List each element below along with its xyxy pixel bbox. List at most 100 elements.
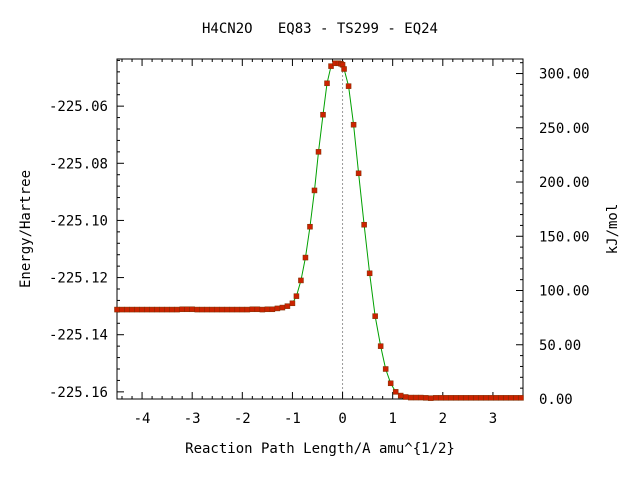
data-point xyxy=(366,270,373,277)
data-point xyxy=(219,306,226,313)
data-point xyxy=(320,111,326,118)
y-tick-label: -225.12 xyxy=(49,271,108,287)
data-point xyxy=(302,254,309,261)
data-point xyxy=(139,306,145,313)
data-point xyxy=(438,395,444,401)
data-point xyxy=(274,305,281,312)
data-point xyxy=(473,395,479,401)
data-point xyxy=(428,395,434,401)
data-point xyxy=(412,394,419,401)
data-point xyxy=(513,395,519,401)
data-point xyxy=(279,304,286,311)
data-point xyxy=(144,306,150,313)
data-point xyxy=(397,392,404,399)
data-point xyxy=(417,394,424,401)
x-tick-label: -4 xyxy=(134,411,151,427)
y-tick-label: -225.14 xyxy=(49,328,108,344)
data-point xyxy=(518,395,524,401)
data-point xyxy=(463,395,469,401)
data-point xyxy=(224,306,231,313)
data-point xyxy=(254,306,261,313)
chart-title: H4CN2O EQ83 - TS299 - EQ24 xyxy=(202,21,438,37)
data-point xyxy=(169,306,175,313)
data-point xyxy=(423,395,429,401)
data-point xyxy=(164,306,170,313)
plot-frame xyxy=(116,58,524,400)
x-tick-label: -2 xyxy=(234,411,251,427)
data-point xyxy=(324,80,330,87)
data-point xyxy=(244,306,251,313)
data-point xyxy=(264,306,271,313)
y2-tick-label: 200.00 xyxy=(539,175,590,191)
data-point xyxy=(159,306,165,313)
data-point xyxy=(194,306,200,313)
data-point xyxy=(124,306,130,313)
y-axis-label: Energy/Hartree xyxy=(18,170,34,288)
data-point xyxy=(355,170,362,177)
data-point xyxy=(361,221,367,228)
data-point xyxy=(433,395,439,401)
y2-tick-label: 150.00 xyxy=(539,229,590,245)
x-tick-label: 3 xyxy=(489,411,497,427)
data-point xyxy=(114,306,120,313)
data-point xyxy=(204,306,210,313)
data-point xyxy=(298,277,304,284)
data-point xyxy=(443,395,449,401)
data-point xyxy=(488,395,494,401)
y-tick-label: -225.08 xyxy=(49,156,108,172)
data-point xyxy=(498,395,504,401)
data-point xyxy=(478,395,484,401)
data-point xyxy=(284,303,291,309)
y-tick-label: -225.06 xyxy=(49,99,108,115)
data-point xyxy=(402,394,409,400)
data-point xyxy=(234,306,241,313)
x-tick-label: -3 xyxy=(184,411,201,427)
x-tick-label: 2 xyxy=(439,411,447,427)
data-point xyxy=(453,395,459,401)
data-point xyxy=(134,306,140,313)
data-point xyxy=(387,380,394,387)
y-tick-label: -225.10 xyxy=(49,213,108,229)
data-point xyxy=(508,395,514,401)
y2-tick-label: 100.00 xyxy=(539,284,590,300)
data-point xyxy=(229,306,236,313)
data-point xyxy=(392,389,399,395)
data-point xyxy=(199,306,205,313)
y-axis-left: -225.06 -225.08 -225.10 -225.12 -225.14 -225.… xyxy=(49,59,124,401)
data-point xyxy=(179,306,185,313)
data-point xyxy=(377,343,384,349)
y2-tick-label: 50.00 xyxy=(539,338,581,354)
data-point xyxy=(154,306,160,313)
data-point xyxy=(149,306,155,313)
data-point xyxy=(341,66,347,72)
data-point xyxy=(184,306,190,313)
data-point xyxy=(350,121,357,128)
data-point xyxy=(458,395,464,401)
data-point xyxy=(493,395,499,401)
data-point xyxy=(483,395,489,401)
data-point xyxy=(269,306,276,313)
data-point xyxy=(345,83,352,89)
data-point xyxy=(189,306,195,313)
data-point xyxy=(503,395,509,401)
data-point xyxy=(382,366,389,372)
y-axis-right: 0.00 50.00 100.00 150.00 200.00 250.00 300.00 xyxy=(516,62,590,408)
x-tick-label: -1 xyxy=(284,411,301,427)
data-point xyxy=(289,300,296,307)
data-point xyxy=(293,293,300,299)
data-point xyxy=(129,306,135,313)
data-point xyxy=(328,63,334,69)
data-point xyxy=(311,187,318,194)
data-point xyxy=(209,306,215,313)
data-point xyxy=(407,394,414,401)
data-point xyxy=(315,149,322,155)
y2-tick-label: 250.00 xyxy=(539,121,590,137)
y2-tick-label: 300.00 xyxy=(539,67,590,83)
data-point xyxy=(259,306,266,313)
data-point xyxy=(372,313,378,319)
data-point xyxy=(214,306,220,313)
y2-tick-label: 0.00 xyxy=(539,392,573,408)
data-point xyxy=(249,306,256,313)
